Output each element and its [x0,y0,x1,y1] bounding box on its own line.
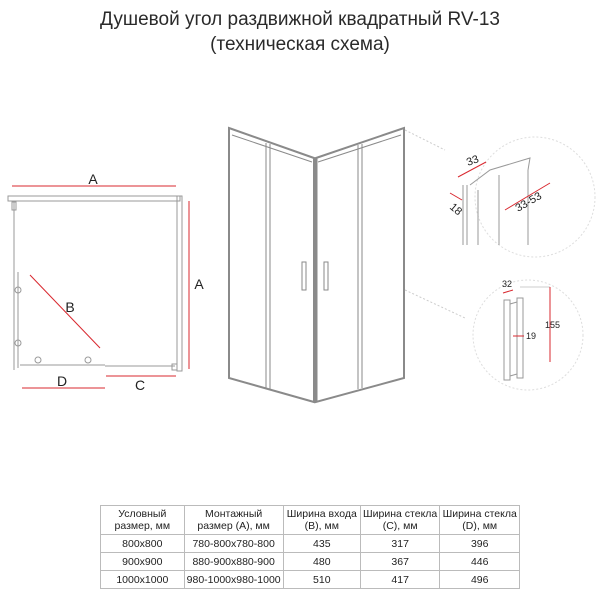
cell: 396 [439,534,520,553]
cell: 900x900 [100,552,185,571]
cell: 446 [439,552,520,571]
plan-label-b: B [65,299,74,315]
table-row: 1000x1000 980-1000x980-1000 510 417 496 [100,570,520,589]
cell: 417 [359,570,441,589]
profile-dim-width: 33 [465,153,481,168]
header-cell: Условный размер, мм [100,505,185,535]
plan-dimensions [12,185,190,389]
handle-dim-height: 155 [545,320,560,330]
cell: 780-800x780-800 [183,534,284,553]
cell: 1000x1000 [100,570,185,589]
header-cell: Ширина стекла (D), мм [439,505,520,535]
plan-label-a-side: A [194,276,204,292]
table-header-row: Условный размер, мм Монтажный размер (A)… [100,505,520,535]
plan-label-a-top: A [88,171,98,187]
plan-view [7,195,183,372]
table-row: 900x900 880-900x880-900 480 367 446 [100,552,520,571]
header-cell: Ширина входа (B), мм [282,505,361,535]
cell: 496 [439,570,520,589]
header-cell: Ширина стекла (C), мм [359,505,441,535]
cell: 510 [282,570,361,589]
table-row: 800x800 780-800x780-800 435 317 396 [100,534,520,553]
cell: 980-1000x980-1000 [183,570,284,589]
cell: 880-900x880-900 [183,552,284,571]
plan-label-d: D [57,373,67,389]
cell: 480 [282,552,361,571]
shower-enclosure-3d [228,126,405,404]
header-cell: Монтажный размер (A), мм [183,505,284,535]
profile-dim-adjust: 33-53 [514,190,544,214]
profile-dim-depth: 18 [447,201,464,218]
plan-label-c: C [135,377,145,393]
cell: 435 [282,534,361,553]
cell: 367 [359,552,441,571]
title-line-2: (техническая схема) [210,34,390,55]
handle-detail [404,279,584,391]
cell: 317 [359,534,441,553]
handle-dim-width: 32 [502,279,512,289]
specs-table: Условный размер, мм Монтажный размер (A)… [100,505,520,589]
title-line-1: Душевой угол раздвижной квадратный RV-13 [100,9,500,30]
cell: 800x800 [100,534,185,553]
profile-detail [404,129,596,258]
handle-dim-inner: 19 [526,331,536,341]
